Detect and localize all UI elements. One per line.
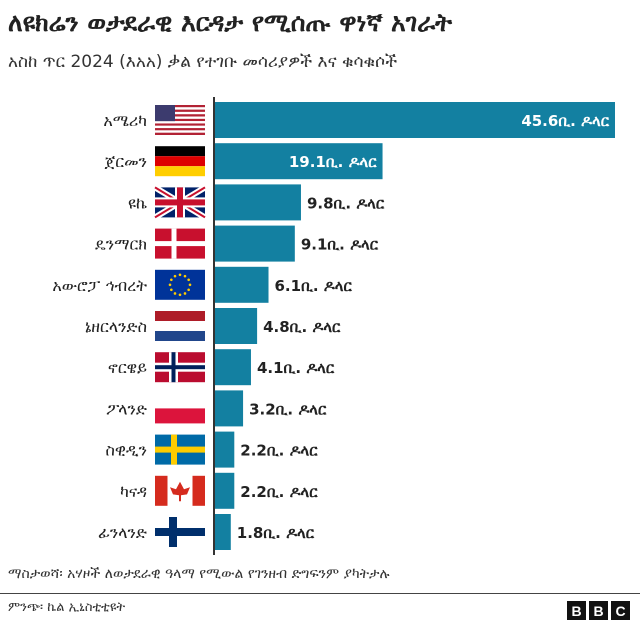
category-label: ኖርዌይ (108, 358, 147, 377)
data-label: 1.8ቢ. ዶላር (237, 524, 315, 542)
sweden-flag-icon (155, 434, 205, 465)
germany-flag-icon (155, 146, 205, 177)
category-label: አውሮፓ ኅብረት (52, 276, 147, 295)
bar (215, 472, 235, 509)
bbc-logo-letter: B (567, 601, 586, 620)
bbc-logo-letter: B (589, 601, 608, 620)
poland-flag-icon (155, 393, 205, 424)
data-label: 4.1ቢ. ዶላር (257, 359, 335, 377)
data-label: 6.1ቢ. ዶላር (275, 277, 353, 295)
category-label: ስዊዲን (106, 441, 147, 460)
category-label: ፊንላንድ (98, 523, 147, 542)
data-label: 4.8ቢ. ዶላር (263, 318, 341, 336)
data-label: 2.2ቢ. ዶላር (240, 483, 318, 501)
source-note: ምንጭ፡ ኬል ኢኒስቲቲዩት (8, 600, 126, 615)
data-label: 3.2ቢ. ዶላር (249, 400, 327, 418)
bar-chart: አሜሪካ 45.6ቢ. ዶላር ጀርመን 19.1ቢ. ዶላር ዩኬ 9.8ቢ. ዶላር ዴ… (52, 97, 615, 555)
category-label: ዴንማርክ (95, 235, 147, 254)
data-label: 2.2ቢ. ዶላር (240, 442, 318, 460)
category-label: ዩኬ (128, 193, 147, 212)
denmark-flag-icon (155, 228, 205, 259)
us-flag-icon (155, 105, 205, 135)
data-label: 9.1ቢ. ዶላር (301, 236, 379, 254)
chart-title: ለዩክሬን ወታደራዊ እርዳታ የሚሰጡ ዋነኛ አገራት (8, 8, 452, 37)
category-label: ካናዳ (120, 482, 147, 501)
bar (215, 514, 231, 550)
footnote: ማስታወሻ፡ አሃዞች ለወታደራዊ ዓላማ የሚውል የገንዘብ ድግፍንም … (8, 566, 390, 582)
category-label: ኔዘርላንድስ (85, 317, 147, 336)
netherlands-flag-icon (155, 311, 205, 341)
bar (215, 431, 235, 468)
divider (0, 593, 640, 594)
bar (215, 143, 383, 180)
category-label: ፖላንድ (106, 399, 147, 418)
bar (215, 184, 301, 221)
bbc-logo-letter: C (611, 601, 630, 620)
chart-subtitle: አስከ ጥር 2024 (እአአ) ቃል የተገቡ መሳሪያዎች እና ቁሳቁሶ… (8, 52, 398, 72)
bar (215, 390, 244, 427)
bar (215, 308, 258, 344)
finland-flag-icon (155, 517, 205, 547)
canada-flag-icon (155, 475, 205, 506)
bar (215, 349, 251, 386)
bar (215, 225, 295, 262)
uk-flag-icon (153, 184, 207, 220)
data-label: 19.1ቢ. ዶላር (289, 153, 377, 171)
category-label: አሜሪካ (103, 111, 147, 130)
bar (215, 102, 615, 138)
data-label: 9.8ቢ. ዶላር (307, 194, 385, 212)
bar (215, 266, 269, 303)
norway-flag-icon (155, 352, 205, 383)
data-label: 45.6ቢ. ዶላር (521, 112, 609, 130)
category-label: ጀርመን (105, 152, 147, 171)
eu-flag-icon (155, 269, 205, 300)
